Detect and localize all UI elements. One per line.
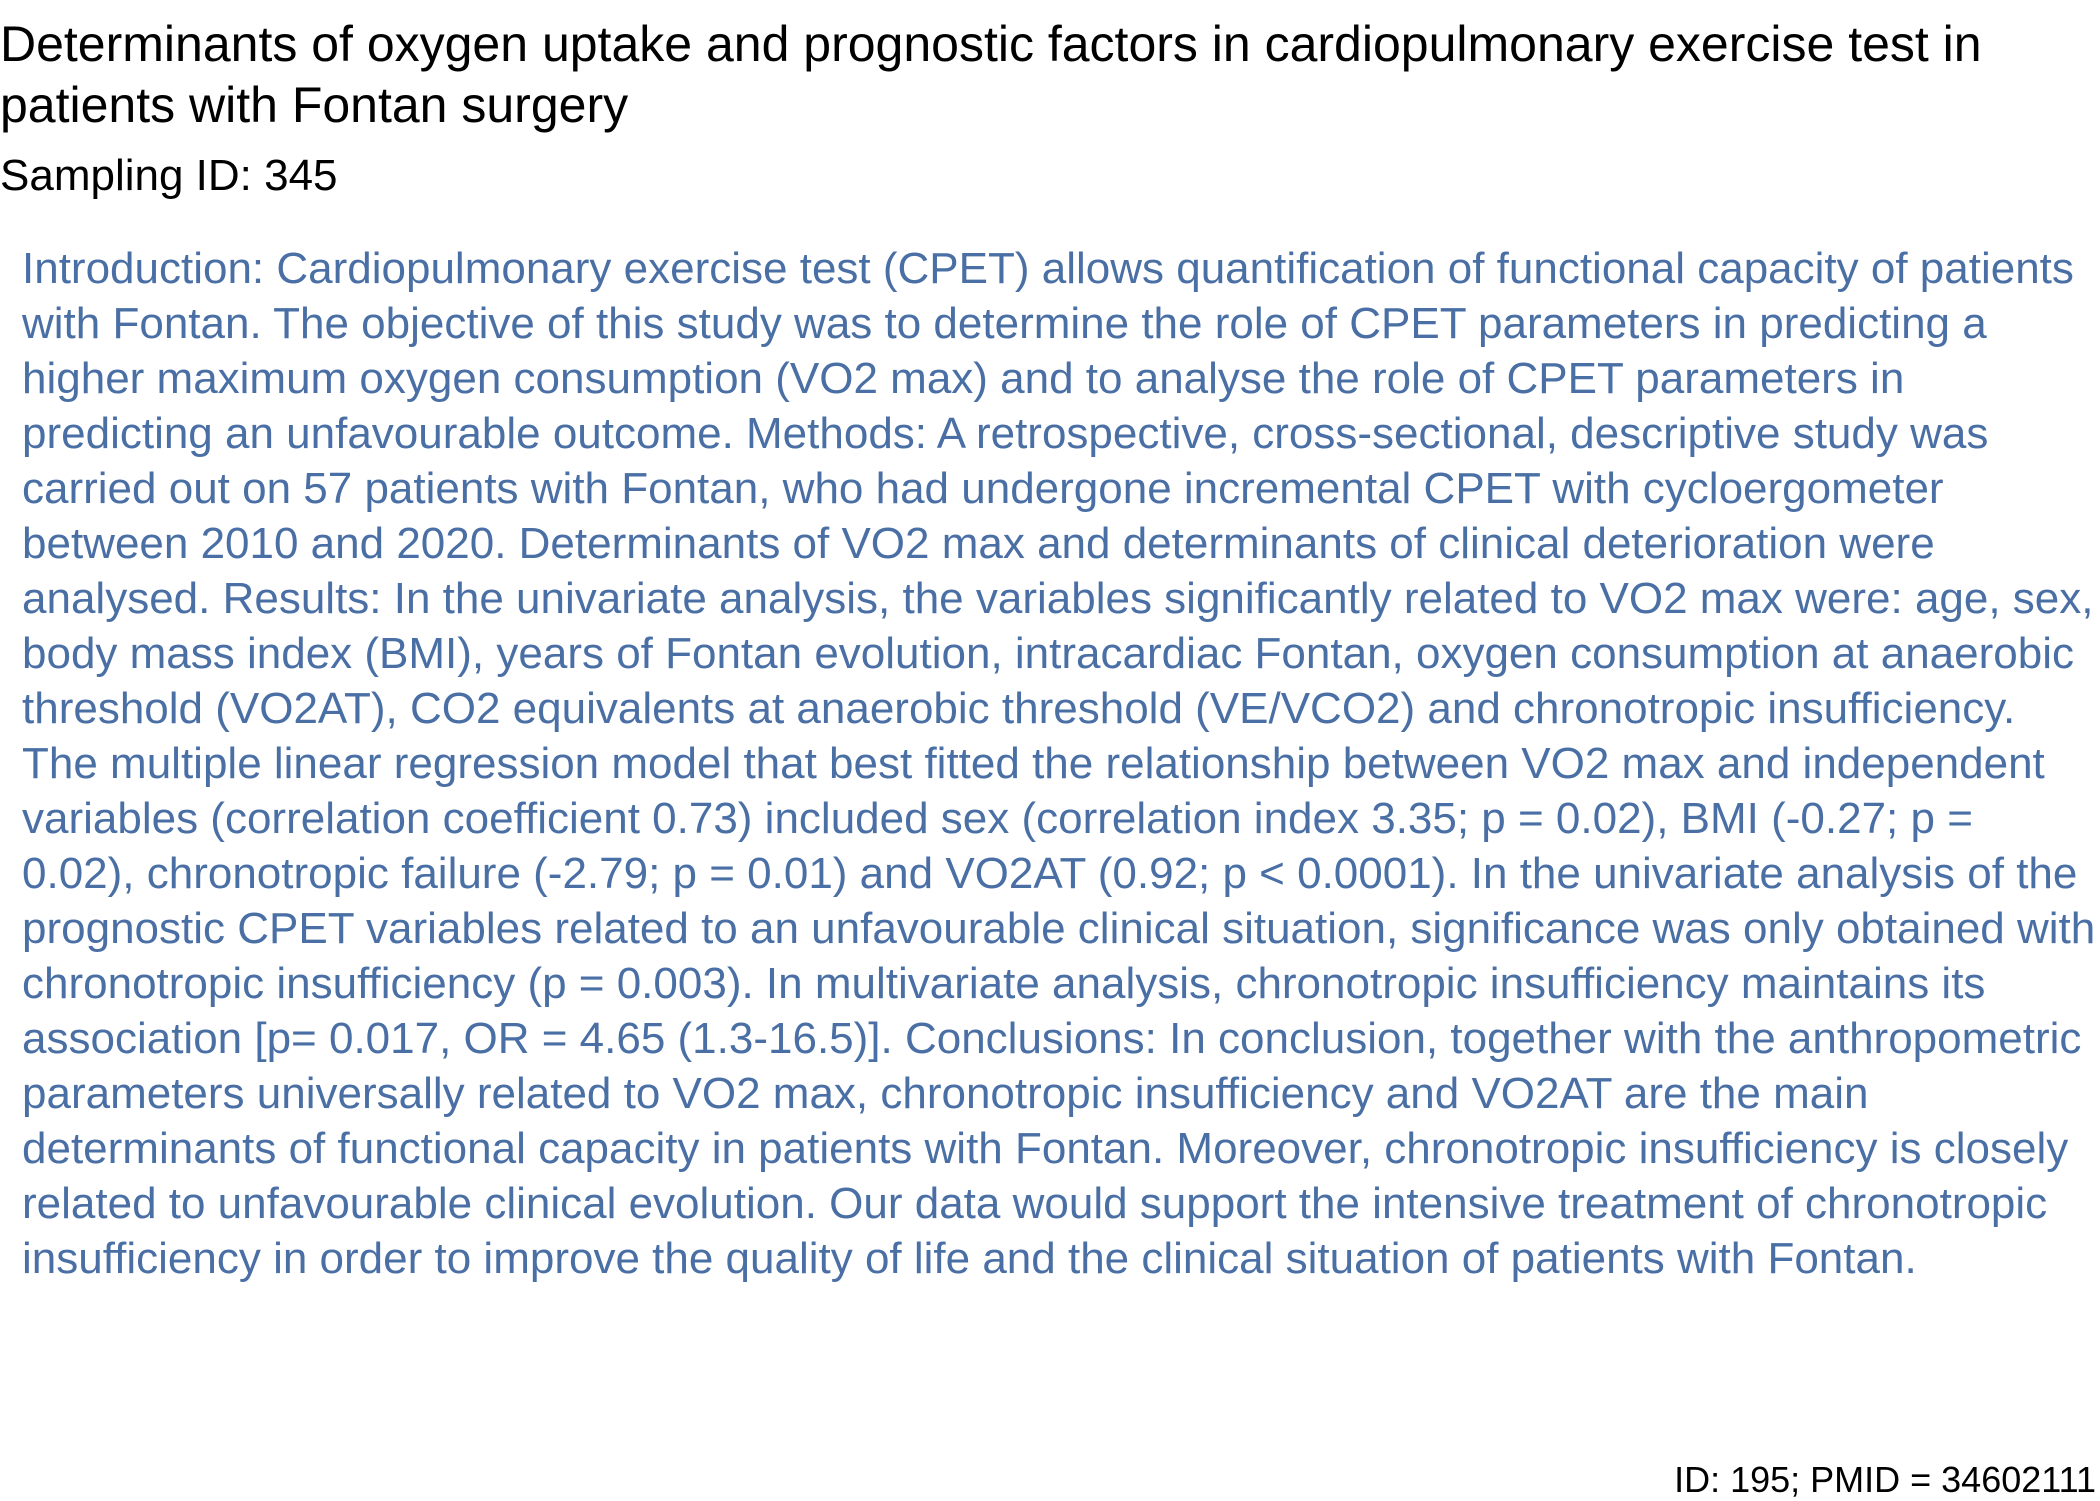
- footer-id: ID: 195; PMID = 34602111: [1674, 1459, 2096, 1500]
- abstract-text: Introduction: Cardiopulmonary exercise t…: [22, 244, 2096, 1283]
- paper-title: Determinants of oxygen uptake and progno…: [0, 16, 1982, 133]
- sampling-id: Sampling ID: 345: [0, 151, 338, 200]
